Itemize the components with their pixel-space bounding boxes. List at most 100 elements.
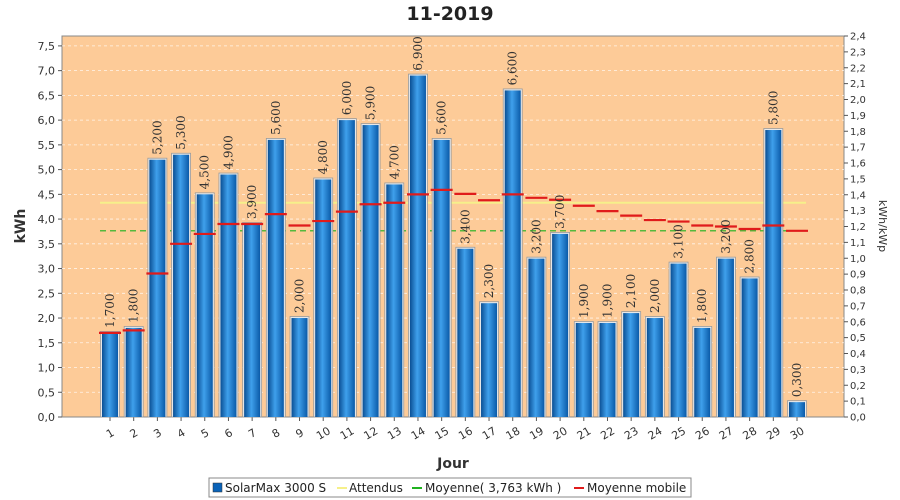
x-tick-label: 13 [385, 424, 404, 442]
bar-value-label: 4,900 [221, 135, 235, 169]
left-tick-label: 6,5 [38, 89, 56, 102]
x-tick-label: 23 [622, 424, 641, 442]
left-tick-label: 2,0 [38, 312, 56, 325]
legend-item-moyenne: Moyenne( 3,763 kWh ) [425, 481, 561, 495]
x-tick-label: 27 [717, 424, 736, 442]
x-tick-label: 25 [669, 424, 688, 442]
x-tick-label: 10 [314, 424, 333, 442]
right-tick-label: 2,4 [850, 32, 866, 43]
bar-value-label: 6,600 [506, 51, 520, 85]
bar [741, 278, 758, 417]
legend: SolarMax 3000 S Attendus Moyenne( 3,763 … [208, 477, 692, 498]
bar-value-label: 3,200 [529, 219, 543, 253]
x-axis-title: Jour [436, 456, 469, 472]
bar-value-label: 1,900 [600, 284, 614, 318]
right-tick-label: 1,3 [850, 206, 866, 217]
x-tick-label: 7 [246, 426, 259, 441]
bar [670, 263, 687, 417]
x-tick-label: 24 [646, 424, 665, 442]
legend-item-attendus: Attendus [349, 481, 403, 495]
right-tick-label: 0,1 [850, 397, 866, 408]
bar-value-label: 5,600 [435, 101, 449, 135]
x-tick-label: 21 [575, 424, 594, 442]
bar-value-label: 0,300 [790, 363, 804, 397]
bar [267, 139, 284, 417]
bar-value-label: 2,000 [293, 279, 307, 313]
bar-value-label: 4,700 [387, 145, 401, 179]
right-tick-label: 0,9 [850, 270, 866, 281]
legend-swatch-bars [212, 482, 223, 493]
x-tick-label: 8 [270, 426, 283, 441]
x-tick-label: 19 [527, 424, 546, 442]
right-tick-label: 1,6 [850, 159, 866, 170]
bar [409, 75, 426, 418]
bar-value-label: 2,300 [482, 264, 496, 298]
left-tick-label: 3,5 [38, 238, 56, 251]
legend-item-moyenne-mobile: Moyenne mobile [587, 481, 686, 495]
right-tick-label: 0,2 [850, 381, 866, 392]
right-tick-label: 2,2 [850, 63, 866, 74]
bar [362, 125, 379, 417]
bar [504, 90, 521, 417]
bar-value-label: 1,700 [103, 294, 117, 328]
x-tick-label: 29 [764, 424, 783, 442]
bar [575, 322, 592, 417]
bar [528, 258, 545, 417]
bar-value-label: 5,300 [174, 115, 188, 149]
bar-value-label: 4,800 [316, 140, 330, 174]
left-tick-label: 7,5 [38, 40, 56, 53]
right-y-axis-title: kWh/kWp [876, 200, 889, 252]
bar-value-label: 3,700 [553, 195, 567, 229]
bar-value-label: 5,900 [364, 86, 378, 120]
bar [694, 327, 711, 417]
x-tick-label: 18 [504, 424, 523, 442]
right-tick-label: 2,0 [850, 95, 866, 106]
bar-value-label: 1,800 [695, 289, 709, 323]
left-tick-label: 4,0 [38, 213, 56, 226]
reference-lines [100, 201, 806, 232]
bar-value-label: 5,600 [269, 101, 283, 135]
x-tick-label: 9 [293, 426, 306, 441]
bar-value-label: 2,000 [648, 279, 662, 313]
x-tick-label: 15 [433, 424, 452, 442]
right-tick-label: 0,8 [850, 286, 866, 297]
bar-value-label: 3,400 [458, 209, 472, 243]
bars-series [100, 73, 807, 418]
y-axis-title: kWh [13, 209, 29, 244]
x-tick-label: 14 [409, 424, 428, 442]
bar [599, 322, 616, 417]
bar-value-label: 3,100 [672, 224, 686, 258]
bar-value-label: 3,900 [245, 185, 259, 219]
x-tick-label: 26 [693, 424, 712, 442]
bar [338, 120, 355, 417]
x-tick-label: 11 [338, 424, 357, 442]
x-tick-label: 1 [104, 426, 117, 441]
x-tick-label: 5 [199, 426, 212, 441]
right-tick-label: 0,3 [850, 365, 866, 376]
data-labels: 1,700 1,800 5,200 5,300 4,500 4,900 3,900 5,600… [103, 36, 804, 397]
bar-value-label: 2,100 [624, 274, 638, 308]
x-axis: 1 2 3 4 5 6 7 8 9 10 11 12 13 14 15 16 17 18 19 20 21 22 23 24 2… [104, 417, 807, 443]
bar [433, 139, 450, 417]
x-tick-label: 4 [175, 426, 188, 441]
right-tick-label: 1,8 [850, 127, 866, 138]
bar [196, 194, 213, 417]
left-tick-label: 0,5 [38, 386, 56, 399]
x-tick-label: 3 [151, 426, 164, 441]
x-tick-label: 28 [741, 424, 760, 442]
left-tick-label: 0,0 [38, 411, 56, 424]
bar-value-label: 1,800 [127, 289, 141, 323]
grid-lines [62, 45, 844, 393]
bar-value-label: 5,800 [766, 91, 780, 125]
bar [552, 233, 569, 417]
right-y-axis: 0,0 0,1 0,2 0,3 0,4 0,5 0,6 0,7 0,8 0,9 1,0 1,1 1,2 1… [844, 32, 866, 424]
bar-value-label: 2,800 [743, 239, 757, 273]
right-tick-label: 1,1 [850, 238, 866, 249]
left-tick-label: 3,0 [38, 263, 56, 276]
bar [291, 318, 308, 417]
legend-item-bars: SolarMax 3000 S [225, 481, 326, 495]
right-tick-label: 2,1 [850, 79, 866, 90]
bar [149, 159, 166, 417]
bar [315, 179, 332, 417]
